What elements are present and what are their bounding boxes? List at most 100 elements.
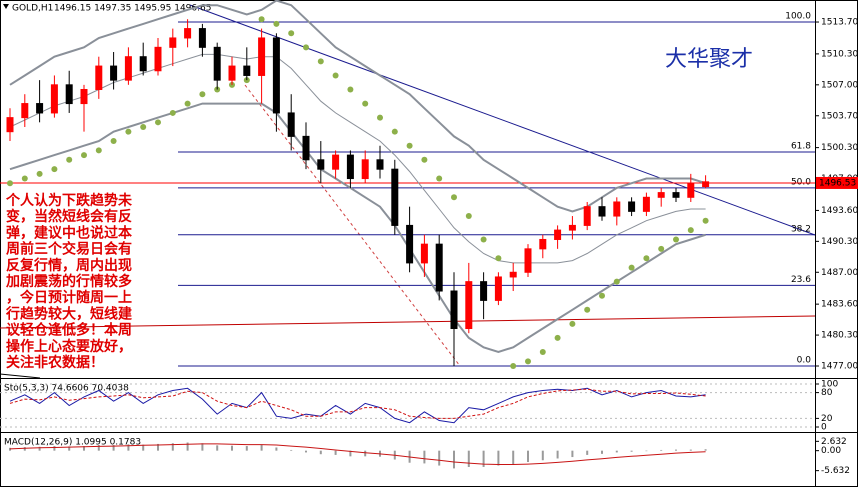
macd-bar — [23, 447, 26, 451]
annotation: 周前三个交易日会有 — [6, 241, 132, 258]
sar-dot — [554, 334, 561, 341]
macd-bar — [527, 450, 529, 463]
stoch-line — [9, 388, 706, 419]
macd-bar — [171, 443, 174, 451]
sar-dot — [510, 363, 517, 370]
macd-bar — [615, 450, 618, 453]
sar-dot — [362, 100, 369, 107]
candle-body — [642, 196, 650, 212]
sar-dot — [569, 320, 576, 327]
sar-dot — [7, 180, 13, 187]
y-tick-label: 1510.30 — [821, 49, 858, 59]
annotation: 弹，建议中也说过本 — [6, 224, 133, 241]
macd-bar — [438, 450, 441, 466]
macd-bar — [216, 445, 219, 451]
candle-body — [450, 290, 458, 330]
candle-body — [613, 201, 621, 217]
macd-bar — [305, 450, 307, 453]
trend-line — [189, 4, 816, 236]
macd-bar — [497, 450, 500, 466]
price-tag — [816, 176, 858, 189]
macd-bar — [364, 450, 367, 457]
sar-dot — [110, 138, 117, 145]
sar-dot — [480, 236, 487, 243]
sar-dot — [643, 255, 650, 262]
candle-body — [302, 135, 310, 161]
candle-body — [657, 192, 665, 198]
annotation: 反复行情，周内出现 — [6, 257, 132, 274]
candle-body — [480, 281, 488, 301]
macd-bar — [334, 450, 337, 455]
y-tick-label: 100 — [821, 380, 838, 390]
price-tag-label: 1496.53 — [819, 178, 856, 188]
macd-bar — [467, 450, 470, 467]
candle-body — [110, 65, 118, 81]
candle-body — [391, 168, 399, 226]
sar-dot — [613, 278, 620, 285]
macd-bar — [97, 444, 100, 451]
panel-title: Sto(5,3,3) 74.6606 70.4038 — [4, 384, 129, 394]
sar-dot — [273, 20, 280, 27]
sar-dot — [421, 156, 428, 163]
candle-body — [243, 65, 251, 76]
macd-bar — [231, 445, 233, 451]
sar-dot — [184, 100, 191, 107]
candle-body — [80, 89, 88, 105]
candle-body — [184, 28, 192, 39]
y-tick-label: 1513.70 — [821, 18, 858, 28]
macd-bar — [38, 446, 41, 451]
sar-dot — [687, 227, 694, 234]
y-tick-label: 0.00 — [821, 446, 841, 456]
y-tick-label: 1500.30 — [821, 143, 858, 153]
macd-bar — [675, 449, 677, 451]
candle-body — [95, 65, 103, 91]
sar-dot — [391, 128, 398, 135]
macd-bar — [245, 446, 248, 451]
macd-bar — [83, 446, 85, 451]
sar-dot — [36, 170, 43, 177]
macd-bar — [157, 443, 159, 451]
candle-body — [21, 103, 29, 119]
macd-bar — [142, 444, 145, 451]
candle-body — [465, 281, 473, 330]
band-line — [9, 102, 706, 353]
candle-body — [406, 224, 414, 264]
macd-bar — [112, 444, 115, 451]
candle-body — [287, 112, 295, 137]
candle-body — [154, 46, 162, 72]
sar-dot — [258, 16, 265, 23]
macd-signal — [9, 443, 706, 465]
candle-body — [494, 276, 502, 301]
y-tick-label: -5.632 — [821, 466, 850, 476]
candle-body — [524, 248, 532, 273]
sar-dot — [658, 245, 665, 252]
candle-body — [169, 37, 177, 48]
trend-line — [244, 84, 461, 367]
sar-dot — [81, 152, 87, 159]
y-tick-label: 1503.70 — [821, 111, 858, 121]
sar-dot — [599, 292, 605, 299]
fib-label: 61.8 — [791, 142, 811, 152]
annotation: 行趋势较大，短线建 — [5, 305, 132, 322]
macd-bar — [541, 450, 544, 461]
sar-dot — [125, 128, 132, 135]
candle-body — [346, 154, 354, 180]
sar-dot — [288, 30, 295, 37]
candle-body — [568, 224, 576, 231]
macd-bar — [275, 447, 278, 451]
candle-body — [628, 201, 636, 212]
trend-line — [0, 315, 816, 329]
candle-body — [258, 37, 266, 76]
fib-label: 100.0 — [785, 12, 811, 22]
sar-dot — [303, 44, 309, 51]
fib-label: 50.0 — [791, 177, 811, 187]
macd-bar — [586, 450, 589, 455]
annotation: 操作上心态要放好， — [6, 338, 132, 355]
sar-dot — [95, 147, 102, 154]
macd-bar — [186, 442, 189, 451]
macd-bar — [645, 450, 648, 452]
y-tick-label: 1483.60 — [821, 300, 858, 310]
macd-bar — [556, 450, 559, 459]
candle-body — [672, 192, 680, 198]
